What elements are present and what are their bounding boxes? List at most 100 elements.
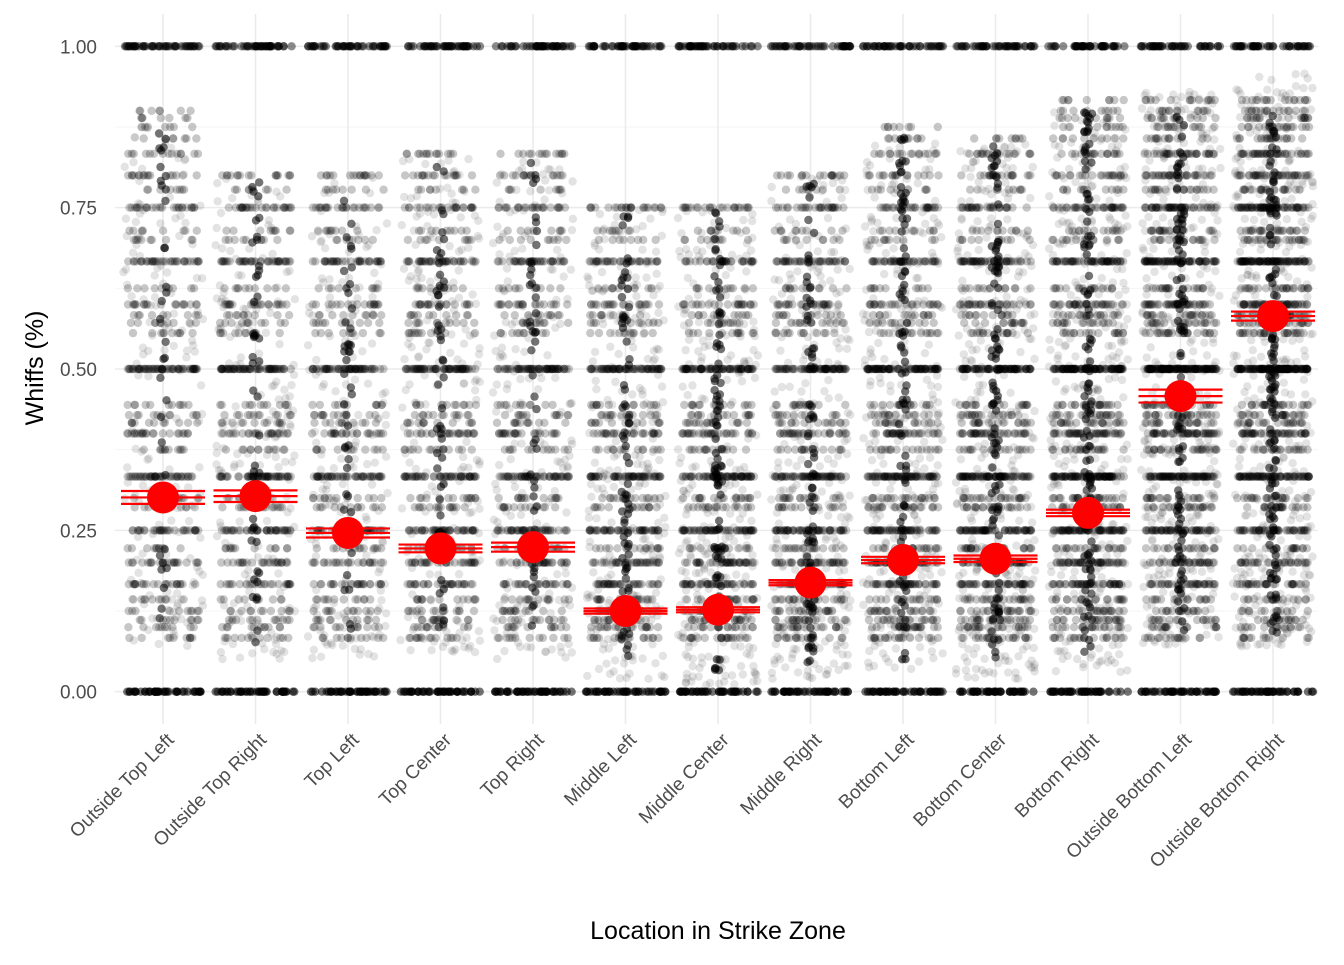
observation-point — [249, 593, 257, 601]
observation-point — [552, 494, 560, 502]
observation-point — [157, 114, 165, 122]
observation-point — [408, 530, 416, 538]
observation-point — [160, 346, 168, 354]
observation-point — [339, 642, 347, 650]
observation-point — [226, 247, 234, 255]
observation-point — [396, 636, 404, 644]
observation-point — [493, 178, 501, 186]
observation-point — [460, 340, 468, 348]
observation-point — [504, 300, 512, 308]
observation-point — [400, 193, 408, 201]
observation-point — [511, 206, 519, 214]
observation-point — [130, 636, 138, 644]
observation-point — [285, 311, 293, 319]
observation-point — [421, 400, 429, 408]
observation-point — [382, 421, 390, 429]
observation-point — [465, 236, 473, 244]
observation-point — [148, 614, 156, 622]
observation-point — [185, 517, 193, 525]
observation-point — [369, 174, 377, 182]
observation-point — [153, 688, 161, 696]
observation-point — [497, 170, 505, 178]
observation-point — [177, 107, 185, 115]
observation-point — [437, 576, 445, 584]
observation-point — [423, 222, 431, 230]
observation-point — [559, 616, 567, 624]
observation-point — [585, 42, 593, 50]
observation-point — [186, 257, 194, 265]
observation-point — [266, 580, 274, 588]
observation-point — [370, 269, 378, 277]
observation-point — [340, 197, 348, 205]
observation-point — [374, 280, 382, 288]
observation-point — [353, 429, 361, 437]
observation-point — [290, 361, 298, 369]
observation-point — [512, 284, 520, 292]
observation-point — [341, 613, 349, 621]
observation-point — [436, 185, 444, 193]
observation-point — [455, 477, 463, 485]
observation-point — [167, 516, 175, 524]
observation-point — [216, 323, 224, 331]
observation-point — [150, 544, 158, 552]
observation-point — [567, 266, 575, 274]
observation-point — [458, 42, 466, 50]
observation-point — [465, 621, 473, 629]
observation-point — [400, 423, 408, 431]
observation-point — [252, 305, 260, 313]
observation-point — [408, 311, 416, 319]
observation-point — [551, 374, 559, 382]
observation-point — [225, 429, 233, 437]
observation-point — [131, 688, 139, 696]
observation-point — [172, 414, 180, 422]
observation-point — [418, 526, 426, 534]
observation-point — [599, 42, 607, 50]
observation-point — [129, 329, 137, 337]
observation-point — [369, 546, 377, 554]
observation-point — [370, 446, 378, 454]
observation-point — [330, 464, 338, 472]
observation-point — [220, 601, 228, 609]
observation-point — [272, 188, 280, 196]
observation-point — [343, 464, 351, 472]
observation-point — [379, 390, 387, 398]
observation-point — [398, 404, 406, 412]
observation-point — [533, 502, 541, 510]
observation-point — [406, 634, 414, 642]
observation-point — [619, 236, 627, 244]
observation-point — [291, 607, 299, 615]
observation-point — [354, 620, 362, 628]
observation-point — [136, 200, 144, 208]
observation-point — [567, 436, 575, 444]
observation-point — [197, 381, 205, 389]
observation-point — [568, 226, 576, 234]
observation-point — [528, 584, 536, 592]
observation-point — [161, 471, 169, 479]
observation-point — [547, 227, 555, 235]
observation-point — [170, 123, 178, 131]
observation-point — [145, 454, 153, 462]
observation-point — [326, 616, 334, 624]
observation-point — [468, 446, 476, 454]
observation-point — [568, 177, 576, 185]
observation-point — [263, 451, 271, 459]
observation-point — [339, 480, 347, 488]
observation-point — [648, 365, 656, 373]
observation-point — [178, 326, 186, 334]
observation-point — [455, 247, 463, 255]
observation-point — [222, 175, 230, 183]
observation-point — [255, 431, 263, 439]
observation-point — [658, 688, 666, 696]
observation-point — [527, 150, 535, 158]
observation-point — [352, 438, 360, 446]
observation-point — [561, 456, 569, 464]
observation-point — [532, 241, 540, 249]
observation-point — [447, 330, 455, 338]
observation-point — [354, 411, 362, 419]
observation-point — [285, 475, 293, 483]
observation-point — [556, 320, 564, 328]
observation-point — [124, 623, 132, 631]
observation-point — [474, 497, 482, 505]
observation-point — [231, 402, 239, 410]
observation-point — [516, 643, 524, 651]
